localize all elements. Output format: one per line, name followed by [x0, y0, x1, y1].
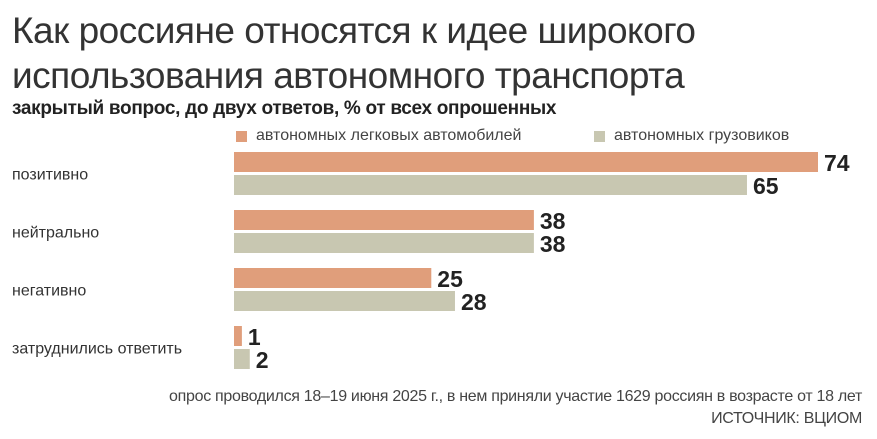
category-label: позитивно	[12, 167, 88, 184]
legend-swatch-cars	[236, 130, 247, 142]
bar-3-0	[234, 326, 242, 346]
bar-3-1	[234, 349, 250, 369]
chart-title-line-1: Как россияне относятся к идее широкого	[12, 10, 696, 51]
legend-swatch-trucks	[594, 130, 605, 142]
chart-title: Как россияне относятся к идее широкого и…	[12, 8, 696, 98]
data-label: 74	[824, 150, 850, 176]
legend-label-trucks: автономных грузовиков	[614, 127, 790, 144]
chart-subtitle: закрытый вопрос, до двух ответов, % от в…	[12, 98, 557, 119]
bar-1-1	[234, 233, 534, 253]
bar-1-0	[234, 210, 534, 230]
bar-2-1	[234, 291, 455, 311]
legend-label-cars: автономных легковых автомобилей	[256, 127, 522, 144]
bar-2-0	[234, 268, 432, 288]
chart-title-line-2: использования автономного транспорта	[12, 55, 685, 96]
data-label: 25	[437, 266, 463, 292]
data-label: 65	[753, 173, 779, 199]
legend-item-trucks: автономных грузовиков	[594, 127, 789, 145]
footer: опрос проводился 18–19 июня 2025 г., в н…	[169, 386, 862, 430]
category-label: затруднились ответить	[12, 341, 182, 358]
legend-item-cars: автономных легковых автомобилей	[236, 127, 521, 145]
footer-note: опрос проводился 18–19 июня 2025 г., в н…	[169, 388, 862, 405]
footer-source: ИСТОЧНИК: ВЦИОМ	[711, 410, 862, 427]
data-label: 38	[540, 208, 566, 234]
data-label: 28	[461, 289, 487, 315]
bar-0-1	[234, 175, 747, 195]
data-label: 38	[540, 231, 566, 257]
bar-0-0	[234, 152, 818, 172]
category-label: нейтрально	[12, 225, 99, 242]
data-label: 2	[256, 347, 269, 373]
data-label: 1	[248, 324, 261, 350]
category-label: негативно	[12, 283, 86, 300]
